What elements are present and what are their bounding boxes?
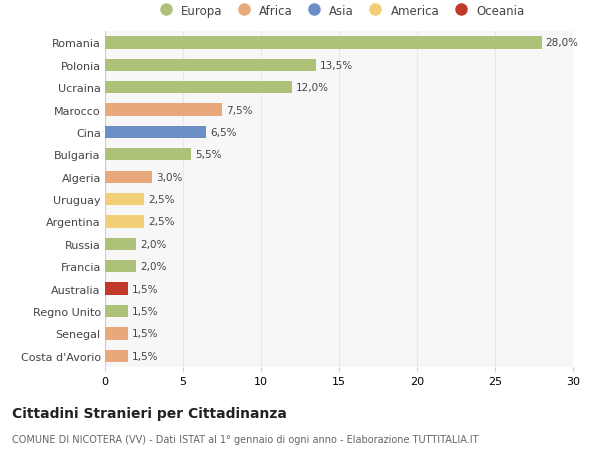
Text: 5,5%: 5,5% bbox=[194, 150, 221, 160]
Bar bbox=[105, 37, 542, 50]
Bar bbox=[105, 60, 316, 72]
Text: 1,5%: 1,5% bbox=[133, 306, 159, 316]
Bar bbox=[105, 104, 222, 117]
Text: 12,0%: 12,0% bbox=[296, 83, 329, 93]
Bar bbox=[105, 261, 136, 273]
Bar bbox=[105, 328, 128, 340]
Text: Cittadini Stranieri per Cittadinanza: Cittadini Stranieri per Cittadinanza bbox=[12, 406, 287, 420]
Text: 2,0%: 2,0% bbox=[140, 262, 166, 272]
Bar bbox=[105, 283, 128, 295]
Text: 13,5%: 13,5% bbox=[320, 61, 353, 71]
Bar bbox=[105, 216, 144, 228]
Text: 3,0%: 3,0% bbox=[156, 172, 182, 182]
Bar bbox=[105, 194, 144, 206]
Text: 2,5%: 2,5% bbox=[148, 195, 175, 205]
Text: 2,5%: 2,5% bbox=[148, 217, 175, 227]
Bar bbox=[105, 350, 128, 362]
Bar bbox=[105, 127, 206, 139]
Text: 1,5%: 1,5% bbox=[133, 329, 159, 339]
Bar bbox=[105, 305, 128, 318]
Text: 6,5%: 6,5% bbox=[211, 128, 237, 138]
Text: 7,5%: 7,5% bbox=[226, 105, 253, 115]
Legend: Europa, Africa, Asia, America, Oceania: Europa, Africa, Asia, America, Oceania bbox=[154, 5, 524, 17]
Text: 2,0%: 2,0% bbox=[140, 239, 166, 249]
Text: COMUNE DI NICOTERA (VV) - Dati ISTAT al 1° gennaio di ogni anno - Elaborazione T: COMUNE DI NICOTERA (VV) - Dati ISTAT al … bbox=[12, 434, 479, 444]
Text: 1,5%: 1,5% bbox=[133, 284, 159, 294]
Bar bbox=[105, 238, 136, 251]
Text: 1,5%: 1,5% bbox=[133, 351, 159, 361]
Bar bbox=[105, 82, 292, 94]
Bar bbox=[105, 171, 152, 184]
Text: 28,0%: 28,0% bbox=[546, 38, 579, 48]
Bar bbox=[105, 149, 191, 161]
